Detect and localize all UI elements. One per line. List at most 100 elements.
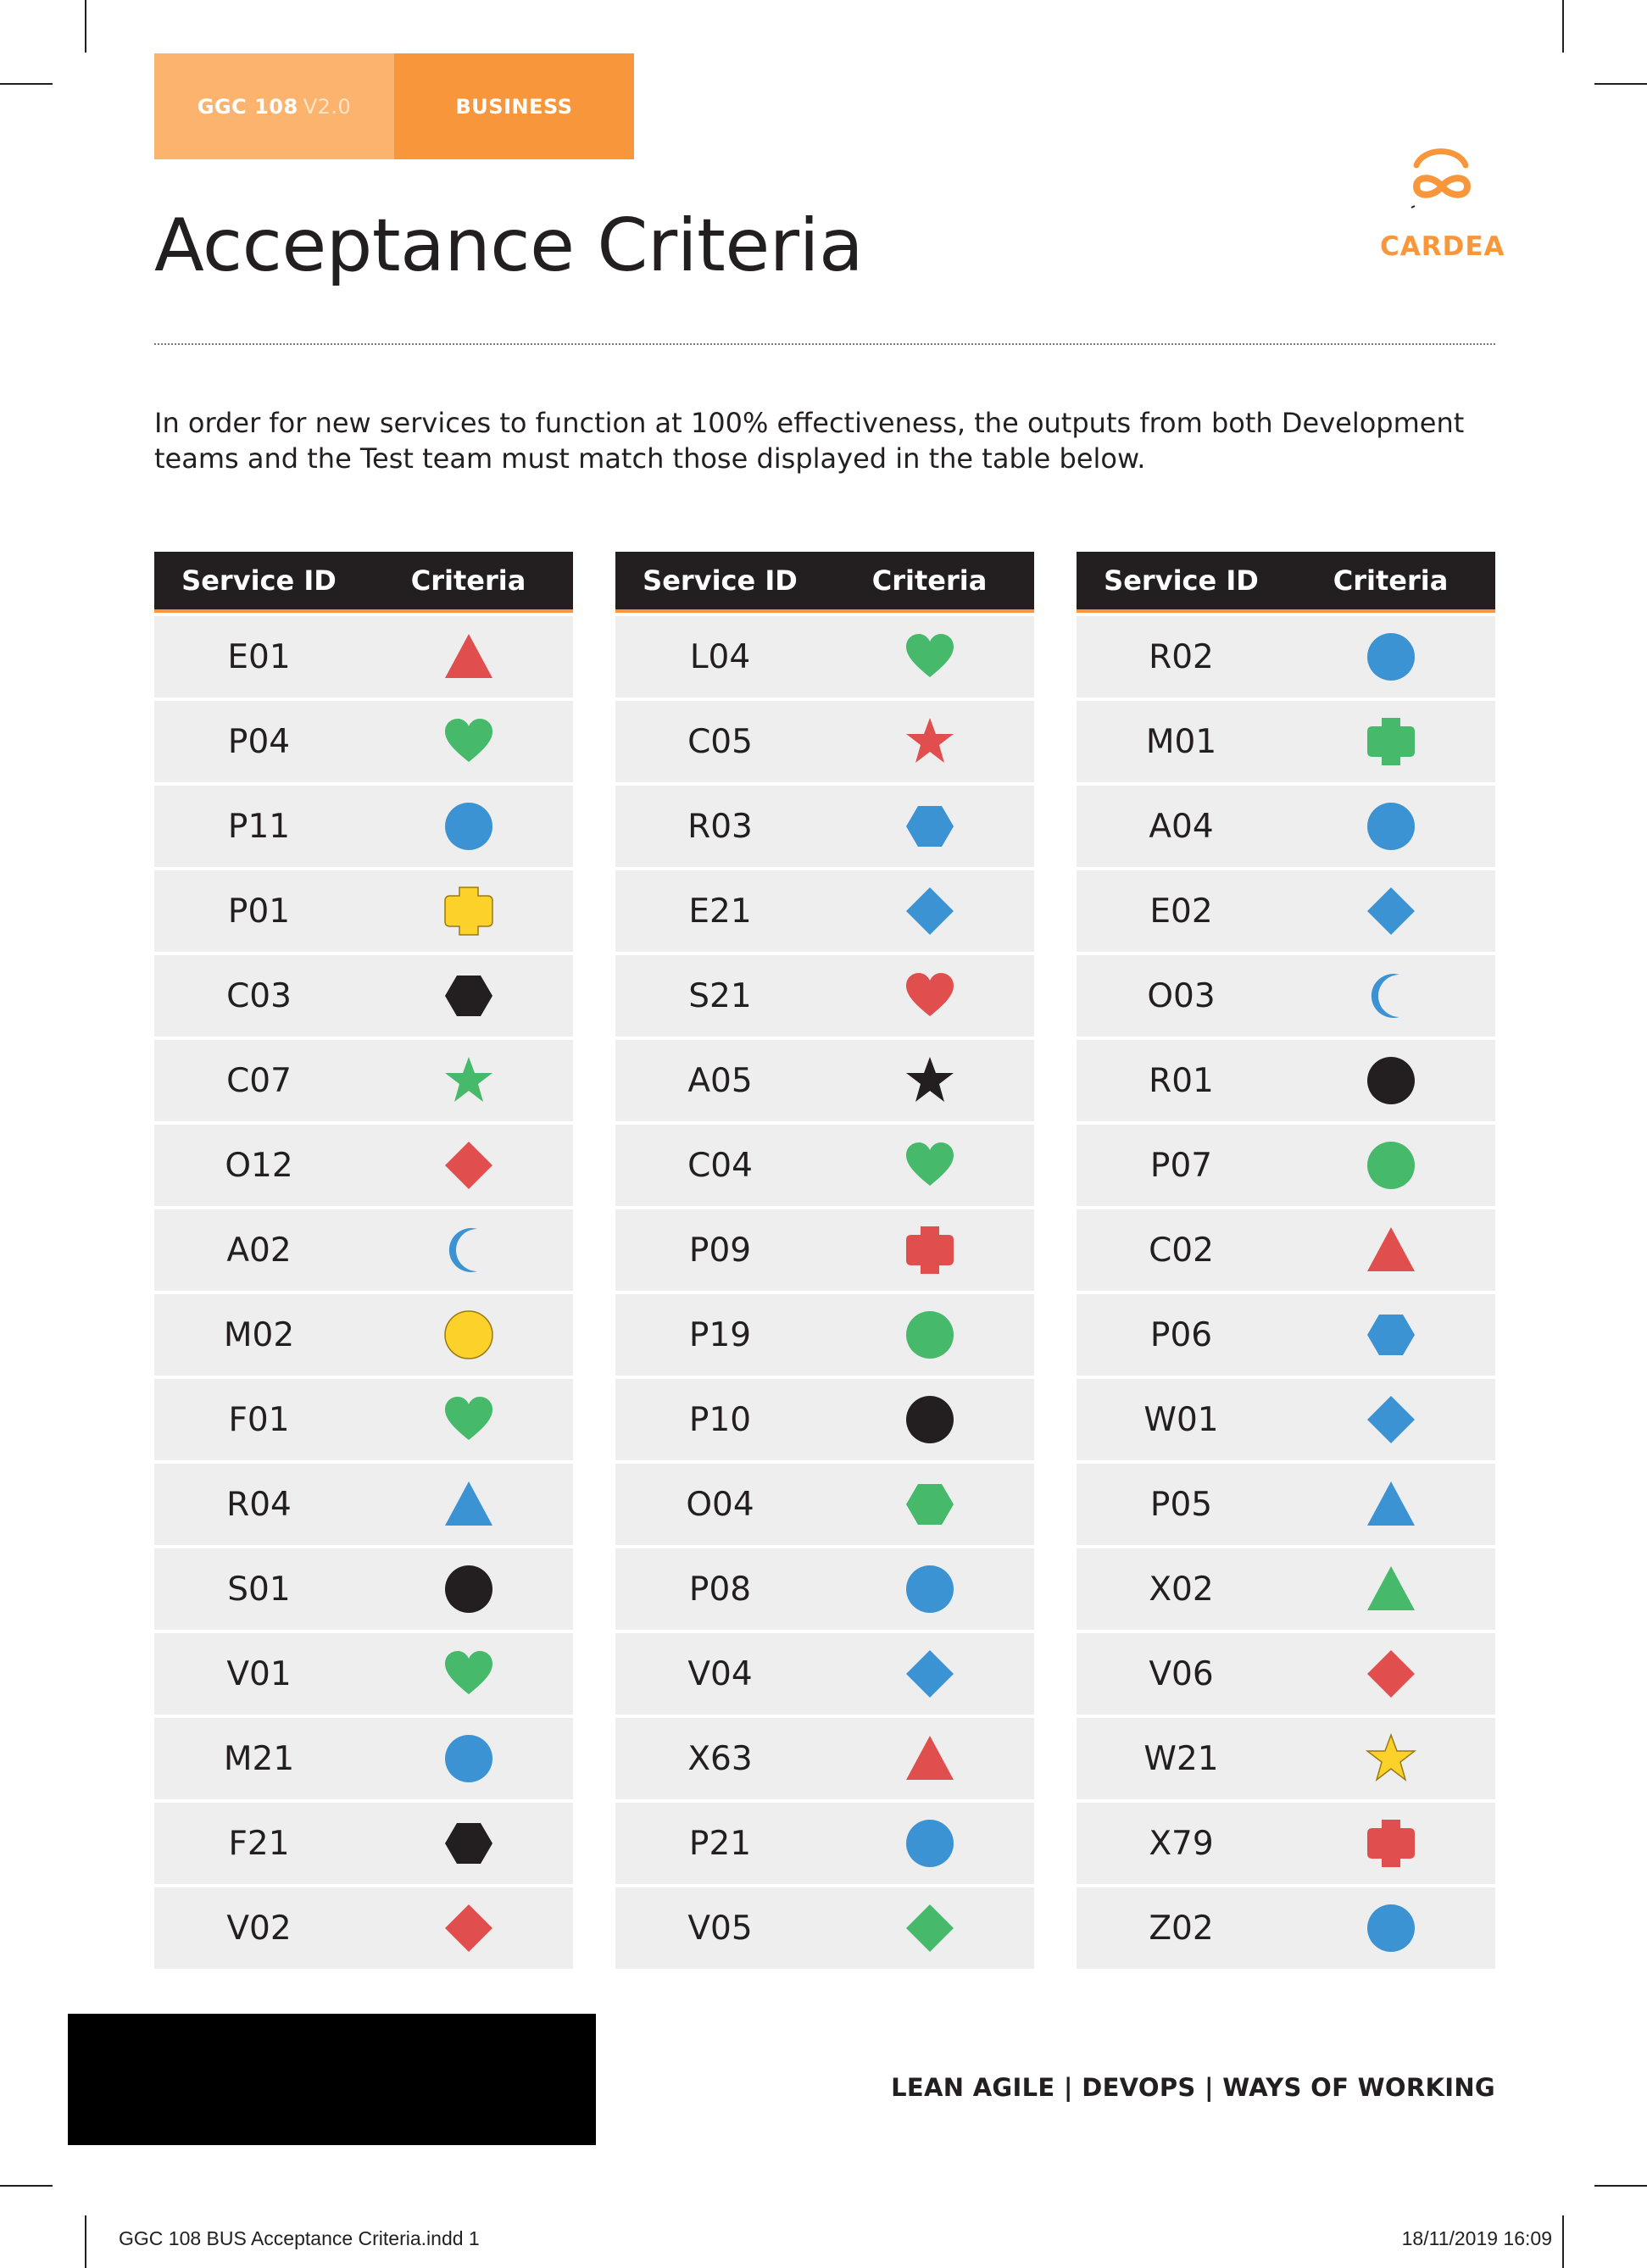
table-row: V01 [154, 1633, 573, 1715]
yellow-cross-icon [443, 887, 493, 936]
criteria-cell [364, 631, 573, 682]
table-row: F21 [154, 1803, 573, 1884]
blue-diamond-icon [1366, 1396, 1415, 1443]
table-row: O03 [1077, 955, 1495, 1037]
table-row: C02 [1077, 1209, 1495, 1291]
blue-moon-icon [1371, 974, 1399, 1018]
service-id: R04 [226, 1485, 292, 1524]
service-id: V02 [226, 1909, 292, 1948]
header-criteria: Criteria [871, 564, 988, 597]
crop-mark [1562, 0, 1564, 53]
table-row: C04 [615, 1125, 1034, 1206]
criteria-cell [1286, 1394, 1495, 1445]
table-row: R03 [615, 786, 1034, 867]
blue-circle-icon [905, 1565, 954, 1613]
criteria-cell [1286, 716, 1495, 767]
blue-diamond-icon [905, 1650, 954, 1698]
table-row: R02 [1077, 616, 1495, 698]
criteria-cell [1286, 801, 1495, 852]
criteria-cell [1286, 886, 1495, 937]
service-id: P10 [688, 1400, 752, 1439]
criteria-cell [825, 1564, 1034, 1615]
red-cross-icon [1366, 1820, 1415, 1867]
red-diamond-icon [444, 1142, 492, 1189]
table-row: V04 [615, 1633, 1034, 1715]
infinity-logo-icon [1411, 148, 1472, 208]
green-cross-icon [1366, 718, 1415, 765]
table-row: E01 [154, 616, 573, 698]
green-circle-icon [1366, 1142, 1415, 1189]
blue-hexagon-icon [1366, 1315, 1415, 1355]
criteria-cell [825, 886, 1034, 937]
red-diamond-icon [1366, 1650, 1415, 1698]
table-row: P04 [154, 701, 573, 782]
criteria-cell [1286, 1225, 1495, 1276]
service-id: L04 [689, 637, 751, 676]
header-criteria: Criteria [410, 564, 526, 597]
criteria-cell [1286, 1818, 1495, 1869]
table-row: C07 [154, 1040, 573, 1121]
criteria-cell [1286, 1648, 1495, 1699]
service-id: W21 [1143, 1739, 1219, 1778]
crop-mark [1594, 83, 1647, 85]
category-tag: BUSINESS [394, 53, 634, 159]
blue-hexagon-icon [905, 806, 954, 847]
service-id: X63 [687, 1739, 753, 1778]
table-row: V06 [1077, 1633, 1495, 1715]
service-id: V06 [1149, 1654, 1214, 1693]
black-hexagon-icon [444, 1823, 492, 1864]
service-id: P11 [227, 807, 291, 846]
green-hexagon-icon [905, 1484, 954, 1525]
table-row: A04 [1077, 786, 1495, 867]
table-row: C05 [615, 701, 1034, 782]
red-heart-icon [905, 973, 954, 1016]
service-id: O12 [225, 1146, 293, 1185]
service-id: E02 [1149, 892, 1213, 931]
table-row: P05 [1077, 1464, 1495, 1545]
criteria-cell [364, 1733, 573, 1784]
service-id: A04 [1149, 807, 1214, 846]
service-id: V01 [226, 1654, 292, 1693]
red-diamond-icon [444, 1904, 492, 1952]
service-id: M02 [223, 1315, 295, 1354]
table-row: P09 [615, 1209, 1034, 1291]
table-row: P19 [615, 1294, 1034, 1376]
service-id: Z02 [1149, 1909, 1214, 1948]
doc-version: V2.0 [303, 94, 352, 119]
logo-text: CARDEA [1380, 231, 1505, 262]
green-heart-icon [905, 634, 954, 677]
table-row: W21 [1077, 1718, 1495, 1799]
service-id: O03 [1147, 976, 1216, 1015]
red-triangle-icon [1366, 1227, 1415, 1271]
criteria-cell [825, 970, 1034, 1021]
crop-mark [85, 0, 86, 53]
criteria-cell [364, 1564, 573, 1615]
table-header: Service ID Criteria [1077, 552, 1495, 613]
service-id: E21 [688, 892, 752, 931]
blue-circle-icon [1366, 633, 1415, 681]
criteria-cell [364, 1309, 573, 1360]
service-id: V04 [687, 1654, 753, 1693]
crop-mark [1562, 2215, 1564, 2268]
green-star-icon [444, 1057, 492, 1102]
header-criteria: Criteria [1333, 564, 1449, 597]
table-row: X79 [1077, 1803, 1495, 1884]
service-id: A02 [226, 1231, 292, 1270]
crop-mark [0, 83, 53, 85]
blue-moon-icon [448, 1228, 477, 1272]
table-row: P10 [615, 1379, 1034, 1460]
service-id: P08 [688, 1570, 752, 1609]
green-heart-icon [444, 1651, 492, 1694]
criteria-cell [1286, 1733, 1495, 1784]
black-star-icon [905, 1057, 954, 1102]
table-row: A05 [615, 1040, 1034, 1121]
table-row: V02 [154, 1887, 573, 1969]
blue-circle-icon [444, 1735, 492, 1782]
black-hexagon-icon [444, 976, 492, 1016]
blue-diamond-icon [905, 887, 954, 935]
black-circle-icon [444, 1565, 492, 1613]
table-row: X02 [1077, 1548, 1495, 1630]
criteria-cell [825, 631, 1034, 682]
green-heart-icon [444, 1397, 492, 1440]
service-id: M21 [223, 1739, 295, 1778]
